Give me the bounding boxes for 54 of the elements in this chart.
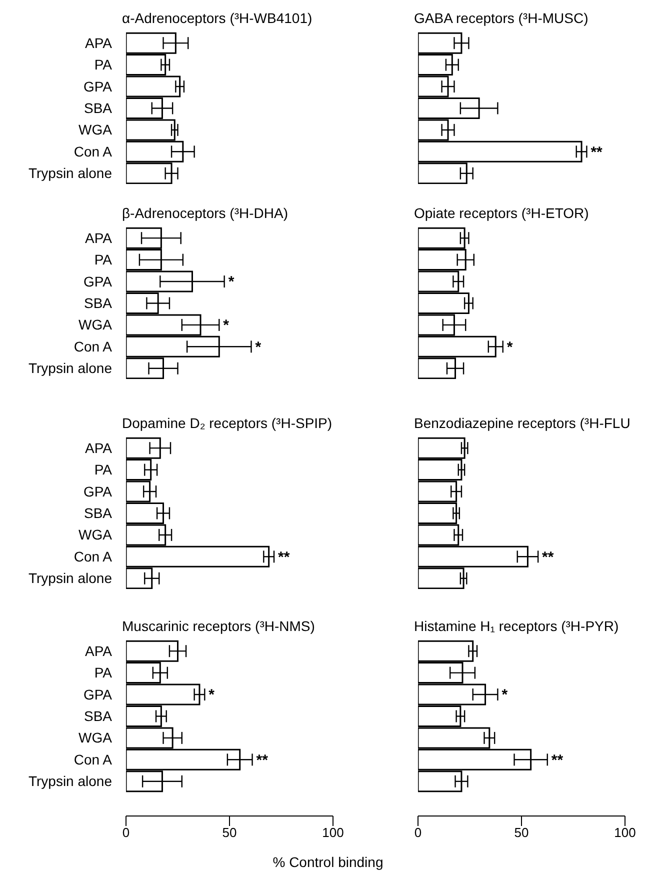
y-tick-label: SBA [84, 294, 113, 311]
chart-title: Benzodiazepine receptors (³H-FLU [414, 415, 632, 433]
y-tick-label: GPA [83, 483, 113, 500]
chart-title: Opiate receptors (³H-ETOR) [414, 205, 590, 223]
x-tick-label: 100 [614, 825, 636, 840]
x-tick-label: 50 [514, 825, 529, 840]
annotation: ** [590, 144, 603, 161]
x-tick-label: 100 [322, 825, 344, 840]
y-tick-label: Trypsin alone [28, 773, 112, 790]
y-tick-label: PA [94, 462, 113, 478]
chart-title: Muscarinic receptors (³H-NMS) [122, 618, 316, 636]
y-tick-label: Con A [74, 751, 113, 768]
chart-title: Histamine H₁ receptors (³H-PYR) [414, 618, 620, 636]
annotation: ** [542, 548, 554, 566]
annotation: * [208, 686, 215, 704]
chart-title: Dopamine D₂ receptors (³H-SPIP) [122, 415, 334, 433]
y-tick-label: Con A [74, 143, 113, 160]
annotation: * [506, 338, 513, 356]
y-tick-label: APA [85, 34, 113, 51]
y-tick-label: Trypsin alone [28, 165, 112, 182]
y-tick-label: Con A [74, 548, 113, 564]
x-tick-label: 0 [414, 825, 422, 840]
y-tick-label: SBA [84, 708, 113, 724]
x-tick-label: 50 [222, 825, 237, 840]
y-tick-label: GPA [83, 78, 113, 94]
y-tick-label: SBA [84, 100, 113, 116]
y-tick-label: Con A [74, 338, 113, 354]
y-tick-label: WGA [78, 730, 113, 746]
y-tick-label: PA [94, 252, 113, 268]
chart-title: β-Adrenoceptors (³H-DHA) [122, 205, 289, 223]
annotation: ** [551, 752, 564, 769]
y-tick-label: WGA [78, 526, 113, 543]
annotation: ** [278, 548, 290, 566]
annotation: * [255, 338, 262, 356]
y-tick-label: WGA [78, 316, 113, 333]
y-tick-label: PA [94, 56, 113, 73]
chart-title: GABA receptors (³H-MUSC) [414, 10, 590, 28]
annotation: * [223, 317, 230, 334]
annotation: ** [256, 752, 268, 769]
y-tick-label: GPA [83, 686, 113, 702]
y-tick-label: PA [94, 664, 113, 681]
x-axis-title: % Control binding [272, 854, 384, 870]
annotation: * [502, 686, 508, 704]
y-tick-label: APA [85, 642, 113, 659]
y-tick-label: SBA [84, 504, 113, 521]
y-tick-label: GPA [83, 273, 113, 290]
chart-title: α-Adrenoceptors (³H-WB4101) [122, 10, 314, 28]
annotation: * [228, 274, 234, 291]
y-tick-label: Trypsin alone [28, 360, 112, 376]
y-tick-label: Trypsin alone [28, 570, 112, 586]
y-tick-label: APA [85, 230, 113, 246]
y-tick-label: WGA [78, 122, 113, 138]
y-tick-label: APA [85, 440, 113, 456]
x-tick-label: 0 [122, 825, 130, 840]
